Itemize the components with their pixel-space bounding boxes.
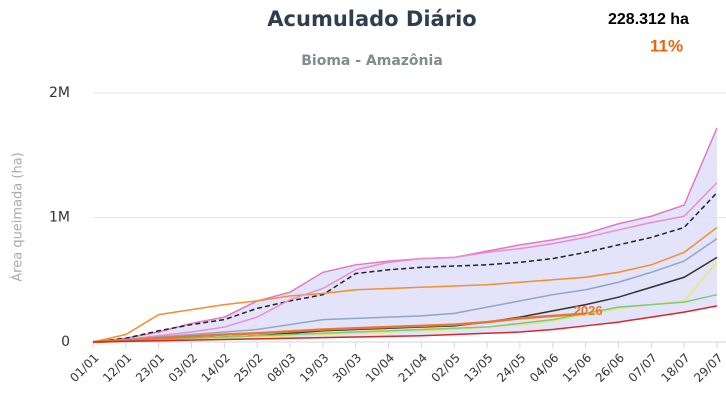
x-tick-label: 15/06 <box>560 351 594 385</box>
x-tick-label: 23/01 <box>133 351 167 385</box>
x-tick-label: 04/06 <box>527 351 561 385</box>
y-tick-label: 0 <box>61 334 70 350</box>
x-tick-label: 30/03 <box>330 351 364 385</box>
x-tick-label: 26/06 <box>593 351 627 385</box>
x-tick-label: 24/05 <box>494 351 528 385</box>
y-axis-label: Área queimada (ha) <box>10 152 26 281</box>
x-tick-label: 08/03 <box>264 351 298 385</box>
x-tick-label: 12/01 <box>100 351 134 385</box>
series-line <box>92 226 718 343</box>
y-tick-label: 2M <box>49 85 70 101</box>
x-tick-label: 07/07 <box>626 351 660 385</box>
chart-title: Acumulado Diário <box>267 7 476 31</box>
x-tick-label: 25/02 <box>231 351 265 385</box>
x-tick-label: 29/07 <box>691 351 725 385</box>
x-tick-label: 02/05 <box>428 351 462 385</box>
x-tick-label: 21/04 <box>396 351 430 385</box>
chart-subtitle: Bioma - Amazônia <box>301 53 443 69</box>
series-line <box>92 192 718 343</box>
percent-label: 11% <box>650 36 683 55</box>
range-band <box>93 127 717 342</box>
total-label: 228.312 ha <box>608 11 689 28</box>
series-line <box>92 312 586 344</box>
x-tick-label: 10/04 <box>363 351 397 385</box>
x-tick-label: 19/03 <box>297 351 331 385</box>
series-line <box>92 238 718 343</box>
x-tick-label: 03/02 <box>166 351 200 385</box>
x-tick-label: 01/01 <box>67 351 101 385</box>
series-line <box>92 305 718 343</box>
x-tick-label: 18/07 <box>658 351 692 385</box>
series-line <box>92 182 718 343</box>
y-tick-label: 1M <box>49 210 70 226</box>
series-line <box>92 293 718 343</box>
x-tick-label: 13/05 <box>461 351 495 385</box>
series-label: 2026 <box>574 303 603 318</box>
x-tick-label: 14/02 <box>199 351 233 385</box>
